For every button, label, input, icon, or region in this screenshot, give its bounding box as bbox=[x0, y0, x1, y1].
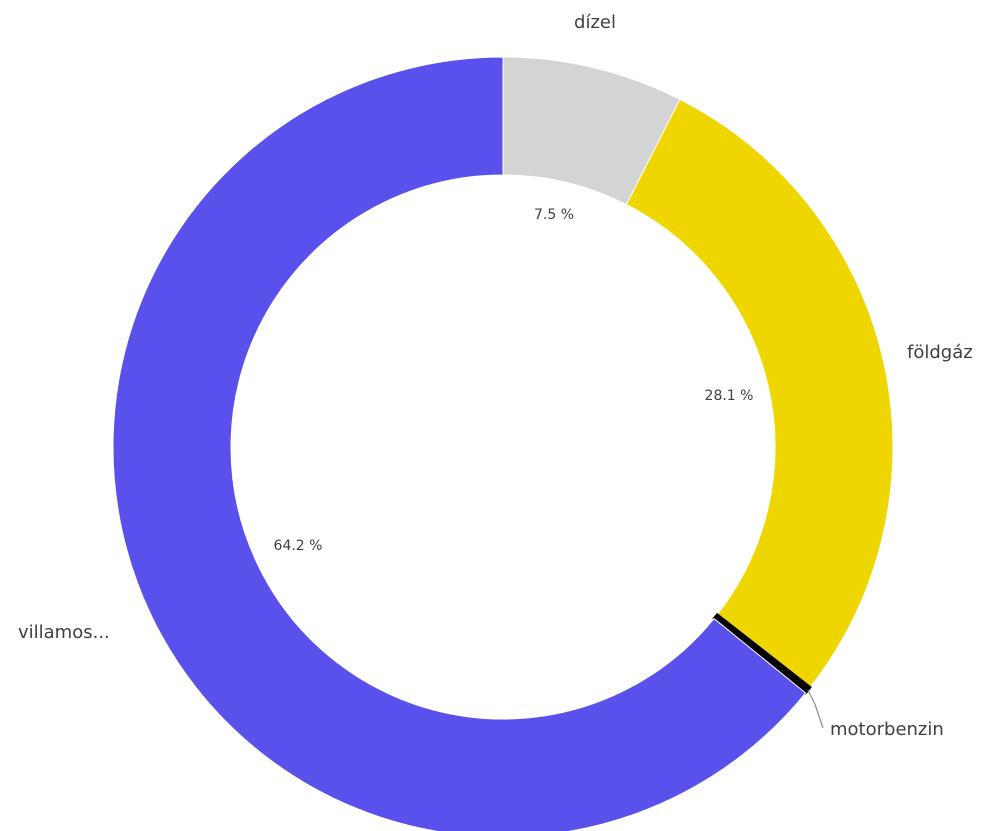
slice-label-villamos: villamos... bbox=[18, 622, 110, 643]
slice-label-motorbenzin: motorbenzin bbox=[830, 719, 944, 740]
donut-slices bbox=[113, 57, 893, 831]
slice-foldgaz[interactable] bbox=[626, 99, 893, 687]
slice-value-dizel: 7.5 % bbox=[534, 207, 574, 223]
leader-line-motorbenzin bbox=[808, 690, 823, 728]
leader-lines bbox=[808, 690, 823, 728]
slice-label-foldgaz: földgáz bbox=[907, 342, 973, 363]
slice-value-villamos: 64.2 % bbox=[274, 538, 323, 554]
slice-value-foldgaz: 28.1 % bbox=[705, 388, 754, 404]
slice-label-dizel: dízel bbox=[574, 12, 616, 33]
